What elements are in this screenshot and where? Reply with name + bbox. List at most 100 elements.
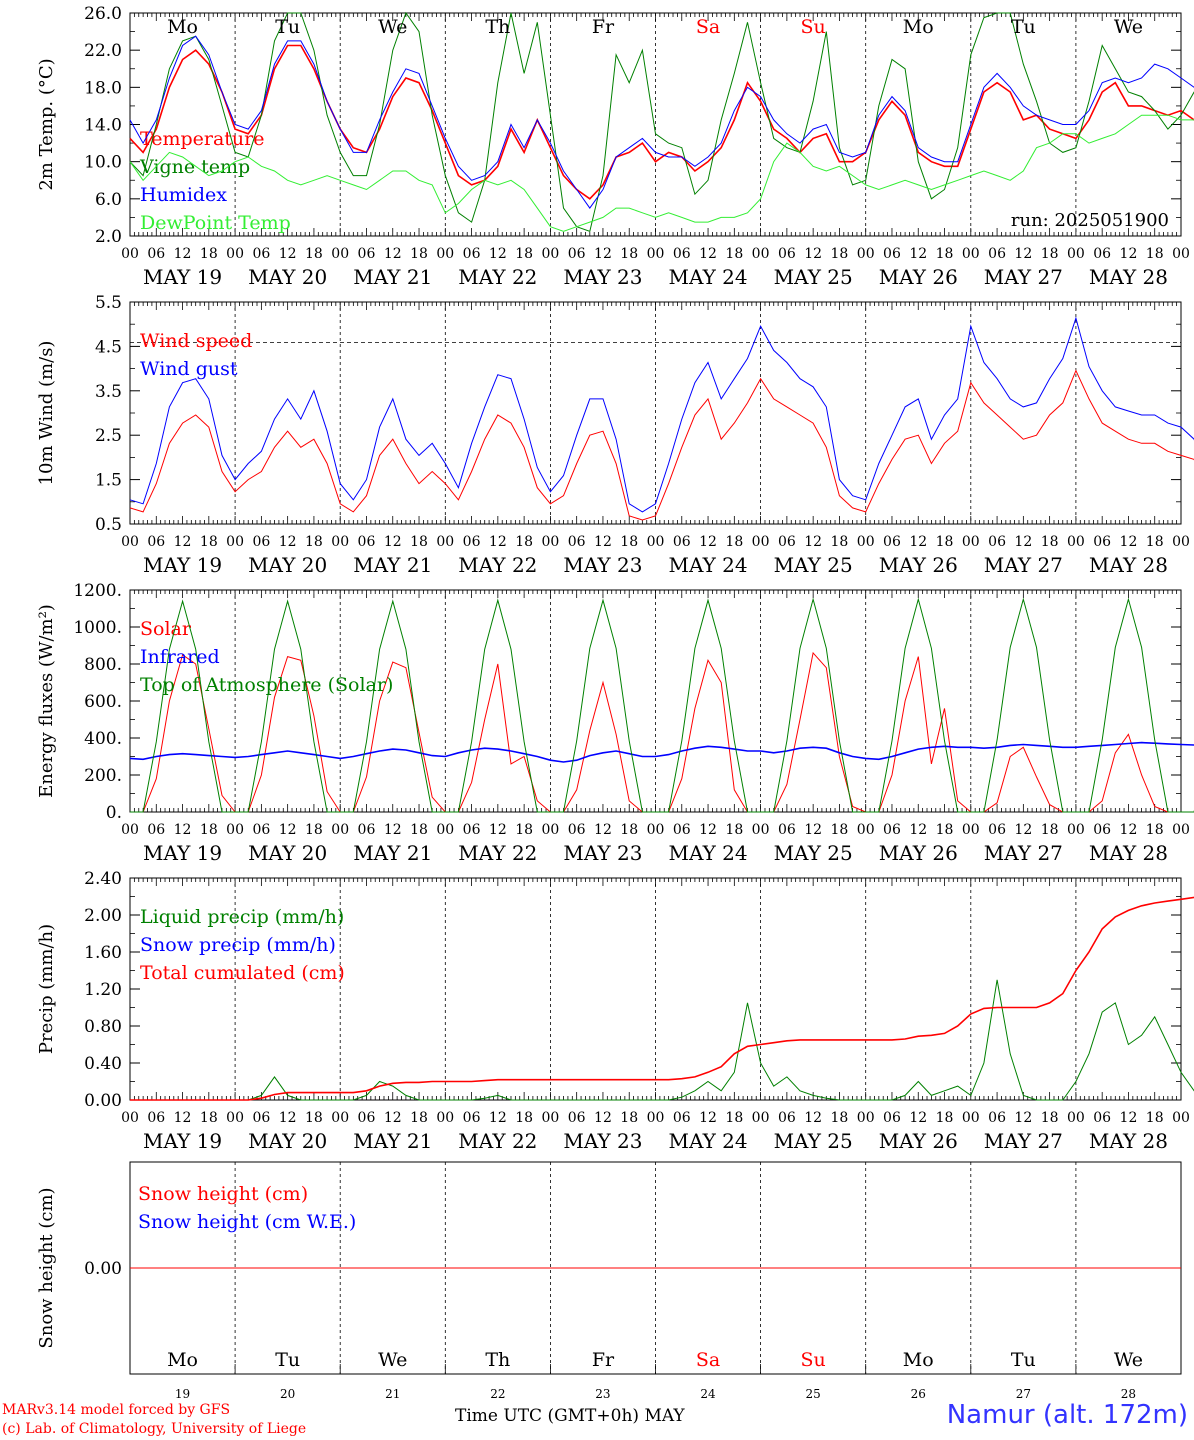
x-hour-label: 18	[936, 246, 954, 262]
x-hour-label: 18	[515, 246, 533, 262]
day-number-label: 22	[490, 1387, 505, 1400]
x-hour-label: 00	[331, 534, 349, 550]
day-label: MAY 21	[353, 553, 432, 577]
day-label: MAY 24	[668, 553, 747, 577]
x-hour-label: 00	[1172, 246, 1190, 262]
day-label: MAY 20	[248, 553, 327, 577]
x-hour-label: 18	[410, 246, 428, 262]
weekday-label: Tu	[275, 1349, 300, 1371]
day-label: MAY 22	[458, 841, 537, 865]
day-number-label: 19	[175, 1387, 190, 1400]
x-hour-label: 18	[200, 534, 218, 550]
x-hour-label: 18	[936, 534, 954, 550]
x-hour-label: 12	[909, 1110, 927, 1126]
day-number-label: 26	[911, 1387, 926, 1400]
x-hour-label: 00	[962, 246, 980, 262]
y-tick-label: 1.60	[84, 943, 122, 963]
x-hour-label: 12	[1014, 1110, 1032, 1126]
day-label: MAY 23	[563, 1129, 642, 1153]
x-hour-label: 12	[1014, 822, 1032, 838]
x-hour-label: 18	[1146, 246, 1164, 262]
x-hour-label: 06	[883, 822, 901, 838]
weekday-label: We	[378, 1349, 407, 1371]
x-hour-label: 06	[883, 534, 901, 550]
legend-entry: Top of Atmosphere (Solar)	[140, 674, 393, 696]
x-hour-label: 06	[463, 822, 481, 838]
y-tick-label: 0.80	[84, 1017, 122, 1037]
x-hour-label: 06	[988, 534, 1006, 550]
x-hour-label: 06	[883, 1110, 901, 1126]
x-hour-label: 00	[857, 246, 875, 262]
x-hour-label: 18	[200, 1110, 218, 1126]
x-hour-label: 06	[147, 822, 165, 838]
x-hour-label: 18	[410, 1110, 428, 1126]
x-hour-label: 12	[699, 534, 717, 550]
x-hour-label: 18	[200, 246, 218, 262]
x-hour-label: 00	[121, 246, 139, 262]
x-hour-label: 06	[1093, 246, 1111, 262]
x-hour-label: 12	[909, 822, 927, 838]
x-hour-label: 06	[1093, 1110, 1111, 1126]
y-tick-label: 2.0	[95, 227, 122, 247]
day-number-label: 28	[1121, 1387, 1136, 1400]
x-hour-label: 18	[1041, 246, 1059, 262]
x-hour-label: 06	[673, 534, 691, 550]
x-hour-label: 06	[673, 246, 691, 262]
legend-entry: Solar	[140, 618, 192, 640]
x-hour-label: 12	[804, 246, 822, 262]
x-hour-label: 00	[436, 534, 454, 550]
x-hour-label: 12	[1120, 534, 1138, 550]
x-hour-label: 00	[1172, 822, 1190, 838]
x-hour-label: 00	[752, 822, 770, 838]
y-tick-label: 0.	[106, 803, 122, 823]
legend-entry: Snow height (cm)	[138, 1183, 308, 1205]
weekday-label: Fr	[592, 1349, 615, 1371]
series-line-wind-gust	[129, 316, 1194, 513]
x-hour-label: 00	[226, 1110, 244, 1126]
x-hour-label: 18	[305, 1110, 323, 1126]
x-hour-label: 12	[804, 822, 822, 838]
x-hour-label: 06	[252, 246, 270, 262]
day-label: MAY 28	[1089, 841, 1168, 865]
legend-entry: DewPoint Temp	[140, 212, 291, 234]
x-hour-label: 06	[1093, 534, 1111, 550]
x-hour-label: 06	[568, 1110, 586, 1126]
x-hour-label: 00	[121, 1110, 139, 1126]
y-tick-label: 26.0	[84, 4, 122, 24]
legend-entry: Wind speed	[140, 330, 252, 352]
x-hour-label: 12	[1120, 246, 1138, 262]
x-hour-label: 06	[147, 534, 165, 550]
day-label: MAY 23	[563, 553, 642, 577]
x-hour-label: 18	[620, 822, 638, 838]
x-hour-label: 12	[1120, 822, 1138, 838]
x-hour-label: 00	[436, 246, 454, 262]
x-hour-label: 18	[725, 246, 743, 262]
x-hour-label: 00	[226, 822, 244, 838]
x-hour-label: 00	[121, 534, 139, 550]
weekday-label: Fr	[592, 16, 615, 38]
x-hour-label: 18	[410, 534, 428, 550]
x-hour-label: 12	[489, 822, 507, 838]
x-hour-label: 12	[909, 534, 927, 550]
weekday-label: We	[1114, 1349, 1143, 1371]
day-label: MAY 23	[563, 265, 642, 289]
x-hour-label: 06	[673, 822, 691, 838]
x-hour-label: 18	[1146, 822, 1164, 838]
x-hour-label: 12	[699, 822, 717, 838]
x-hour-label: 06	[673, 1110, 691, 1126]
x-hour-label: 00	[752, 246, 770, 262]
day-label: MAY 28	[1089, 265, 1168, 289]
x-hour-label: 00	[962, 534, 980, 550]
x-hour-label: 12	[804, 1110, 822, 1126]
x-hour-label: 18	[1146, 1110, 1164, 1126]
day-label: MAY 24	[668, 265, 747, 289]
x-hour-label: 06	[568, 534, 586, 550]
x-hour-label: 00	[1067, 822, 1085, 838]
x-hour-label: 18	[725, 534, 743, 550]
x-hour-label: 18	[831, 822, 849, 838]
x-hour-label: 06	[358, 1110, 376, 1126]
day-label: MAY 19	[143, 841, 222, 865]
day-label: MAY 26	[879, 841, 958, 865]
day-label: MAY 25	[774, 1129, 853, 1153]
x-hour-label: 00	[857, 534, 875, 550]
